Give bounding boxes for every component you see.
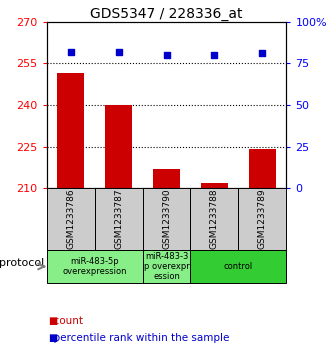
Point bbox=[116, 49, 121, 54]
Point bbox=[164, 52, 169, 58]
Text: protocol: protocol bbox=[0, 258, 44, 268]
Title: GDS5347 / 228336_at: GDS5347 / 228336_at bbox=[90, 7, 243, 21]
Text: count: count bbox=[47, 316, 83, 326]
Bar bbox=[143, 250, 190, 283]
Text: GSM1233789: GSM1233789 bbox=[258, 189, 267, 249]
Bar bbox=[238, 188, 286, 250]
Text: ■: ■ bbox=[48, 333, 58, 343]
Point bbox=[212, 52, 217, 58]
Bar bbox=[143, 188, 190, 250]
Text: miR-483-3
p overexpr
ession: miR-483-3 p overexpr ession bbox=[144, 252, 189, 281]
Text: ■: ■ bbox=[48, 316, 58, 326]
Point bbox=[260, 50, 265, 56]
Bar bbox=[47, 250, 143, 283]
Bar bbox=[190, 188, 238, 250]
Bar bbox=[95, 188, 143, 250]
Text: GSM1233790: GSM1233790 bbox=[162, 189, 171, 249]
Bar bbox=[249, 149, 276, 188]
Text: GSM1233787: GSM1233787 bbox=[114, 189, 123, 249]
Bar bbox=[153, 169, 180, 188]
Text: GSM1233788: GSM1233788 bbox=[210, 189, 219, 249]
Bar bbox=[105, 105, 132, 188]
Bar bbox=[190, 250, 286, 283]
Text: GSM1233786: GSM1233786 bbox=[66, 189, 75, 249]
Point bbox=[68, 49, 73, 54]
Bar bbox=[47, 188, 95, 250]
Text: control: control bbox=[224, 262, 253, 271]
Bar bbox=[201, 183, 228, 188]
Text: miR-483-5p
overexpression: miR-483-5p overexpression bbox=[62, 257, 127, 276]
Bar bbox=[57, 73, 84, 188]
Text: percentile rank within the sample: percentile rank within the sample bbox=[47, 333, 229, 343]
